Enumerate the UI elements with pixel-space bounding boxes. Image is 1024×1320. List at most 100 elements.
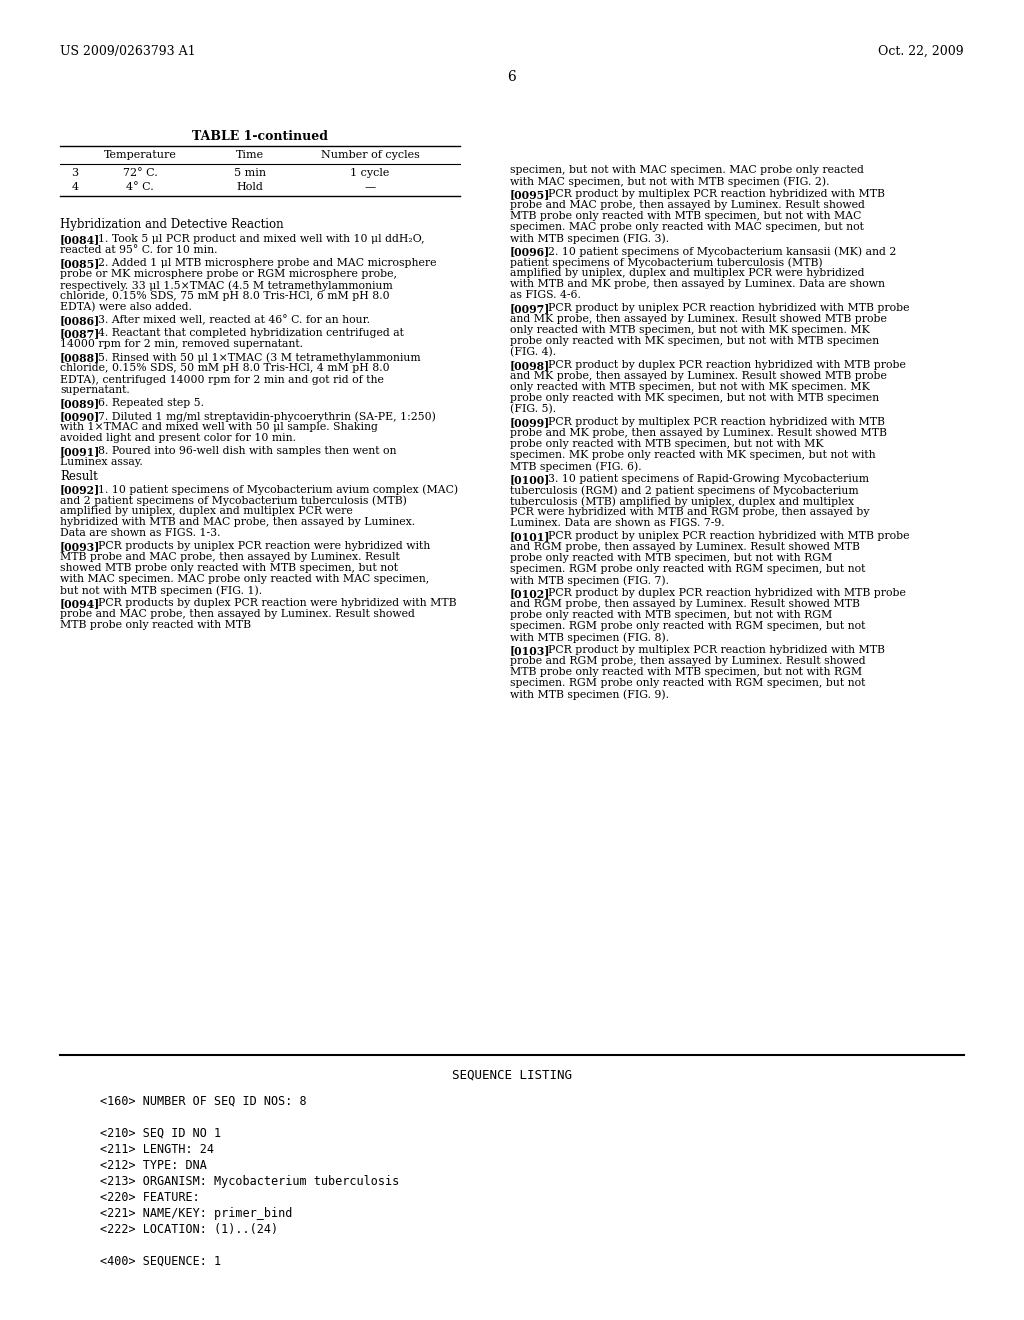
Text: [0096]: [0096] bbox=[510, 246, 550, 257]
Text: PCR product by multiplex PCR reaction hybridized with MTB: PCR product by multiplex PCR reaction hy… bbox=[541, 189, 885, 199]
Text: 4. Reactant that completed hybridization centrifuged at: 4. Reactant that completed hybridization… bbox=[91, 327, 403, 338]
Text: 6. Repeated step 5.: 6. Repeated step 5. bbox=[91, 399, 204, 408]
Text: specimen. RGM probe only reacted with RGM specimen, but not: specimen. RGM probe only reacted with RG… bbox=[510, 620, 865, 631]
Text: probe only reacted with MTB specimen, but not with MK: probe only reacted with MTB specimen, bu… bbox=[510, 440, 823, 449]
Text: probe and MAC probe, then assayed by Luminex. Result showed: probe and MAC probe, then assayed by Lum… bbox=[60, 609, 415, 619]
Text: [0095]: [0095] bbox=[510, 189, 550, 201]
Text: <210> SEQ ID NO 1: <210> SEQ ID NO 1 bbox=[100, 1127, 221, 1140]
Text: Data are shown as FIGS. 1-3.: Data are shown as FIGS. 1-3. bbox=[60, 528, 220, 539]
Text: <221> NAME/KEY: primer_bind: <221> NAME/KEY: primer_bind bbox=[100, 1206, 293, 1220]
Text: 6: 6 bbox=[508, 70, 516, 84]
Text: probe and RGM probe, then assayed by Luminex. Result showed: probe and RGM probe, then assayed by Lum… bbox=[510, 656, 865, 667]
Text: only reacted with MTB specimen, but not with MK specimen. MK: only reacted with MTB specimen, but not … bbox=[510, 325, 869, 335]
Text: specimen. RGM probe only reacted with RGM specimen, but not: specimen. RGM probe only reacted with RG… bbox=[510, 678, 865, 688]
Text: probe only reacted with MK specimen, but not with MTB specimen: probe only reacted with MK specimen, but… bbox=[510, 393, 880, 403]
Text: with MAC specimen, but not with MTB specimen (FIG. 2).: with MAC specimen, but not with MTB spec… bbox=[510, 176, 829, 186]
Text: probe or MK microsphere probe or RGM microsphere probe,: probe or MK microsphere probe or RGM mic… bbox=[60, 269, 397, 279]
Text: only reacted with MTB specimen, but not with MK specimen. MK: only reacted with MTB specimen, but not … bbox=[510, 381, 869, 392]
Text: [0086]: [0086] bbox=[60, 315, 100, 326]
Text: <220> FEATURE:: <220> FEATURE: bbox=[100, 1191, 200, 1204]
Text: MTB specimen (FIG. 6).: MTB specimen (FIG. 6). bbox=[510, 461, 642, 471]
Text: US 2009/0263793 A1: US 2009/0263793 A1 bbox=[60, 45, 196, 58]
Text: Hybridization and Detective Reaction: Hybridization and Detective Reaction bbox=[60, 218, 284, 231]
Text: patient specimens of Mycobacterium tuberculosis (MTB): patient specimens of Mycobacterium tuber… bbox=[510, 257, 822, 268]
Text: probe only reacted with MTB specimen, but not with RGM: probe only reacted with MTB specimen, bu… bbox=[510, 610, 833, 620]
Text: tuberculosis (MTB) amplified by uniplex, duplex and multiplex: tuberculosis (MTB) amplified by uniplex,… bbox=[510, 496, 854, 507]
Text: [0084]: [0084] bbox=[60, 234, 100, 246]
Text: with MTB specimen (FIG. 7).: with MTB specimen (FIG. 7). bbox=[510, 576, 669, 586]
Text: MTB probe and MAC probe, then assayed by Luminex. Result: MTB probe and MAC probe, then assayed by… bbox=[60, 552, 399, 562]
Text: [0102]: [0102] bbox=[510, 587, 550, 599]
Text: reacted at 95° C. for 10 min.: reacted at 95° C. for 10 min. bbox=[60, 246, 217, 255]
Text: [0085]: [0085] bbox=[60, 257, 100, 269]
Text: [0089]: [0089] bbox=[60, 399, 100, 409]
Text: and MK probe, then assayed by Luminex. Result showed MTB probe: and MK probe, then assayed by Luminex. R… bbox=[510, 314, 887, 323]
Text: Temperature: Temperature bbox=[103, 150, 176, 160]
Text: <400> SEQUENCE: 1: <400> SEQUENCE: 1 bbox=[100, 1255, 221, 1269]
Text: MTB probe only reacted with MTB: MTB probe only reacted with MTB bbox=[60, 620, 251, 630]
Text: with MTB specimen (FIG. 3).: with MTB specimen (FIG. 3). bbox=[510, 234, 669, 244]
Text: amplified by uniplex, duplex and multiplex PCR were: amplified by uniplex, duplex and multipl… bbox=[60, 506, 352, 516]
Text: Number of cycles: Number of cycles bbox=[321, 150, 420, 160]
Text: probe and MAC probe, then assayed by Luminex. Result showed: probe and MAC probe, then assayed by Lum… bbox=[510, 201, 865, 210]
Text: (FIG. 4).: (FIG. 4). bbox=[510, 347, 556, 358]
Text: supernatant.: supernatant. bbox=[60, 385, 130, 395]
Text: Oct. 22, 2009: Oct. 22, 2009 bbox=[879, 45, 964, 58]
Text: [0101]: [0101] bbox=[510, 531, 551, 543]
Text: with MAC specimen. MAC probe only reacted with MAC specimen,: with MAC specimen. MAC probe only reacte… bbox=[60, 574, 429, 583]
Text: PCR product by duplex PCR reaction hybridized with MTB probe: PCR product by duplex PCR reaction hybri… bbox=[541, 587, 906, 598]
Text: probe and MK probe, then assayed by Luminex. Result showed MTB: probe and MK probe, then assayed by Lumi… bbox=[510, 428, 887, 438]
Text: Hold: Hold bbox=[237, 182, 263, 191]
Text: amplified by uniplex, duplex and multiplex PCR were hybridized: amplified by uniplex, duplex and multipl… bbox=[510, 268, 864, 279]
Text: 1. Took 5 μl PCR product and mixed well with 10 μl ddH₂O,: 1. Took 5 μl PCR product and mixed well … bbox=[91, 234, 425, 244]
Text: 5 min: 5 min bbox=[233, 168, 266, 178]
Text: with MTB specimen (FIG. 9).: with MTB specimen (FIG. 9). bbox=[510, 689, 669, 700]
Text: [0092]: [0092] bbox=[60, 484, 100, 495]
Text: 14000 rpm for 2 min, removed supernatant.: 14000 rpm for 2 min, removed supernatant… bbox=[60, 339, 303, 348]
Text: chloride, 0.15% SDS, 75 mM pH 8.0 Tris-HCl, 6 mM pH 8.0: chloride, 0.15% SDS, 75 mM pH 8.0 Tris-H… bbox=[60, 290, 389, 301]
Text: (FIG. 5).: (FIG. 5). bbox=[510, 404, 556, 414]
Text: specimen, but not with MAC specimen. MAC probe only reacted: specimen, but not with MAC specimen. MAC… bbox=[510, 165, 864, 176]
Text: PCR product by multiplex PCR reaction hybridized with MTB: PCR product by multiplex PCR reaction hy… bbox=[541, 417, 885, 426]
Text: 1. 10 patient specimens of Mycobacterium avium complex (MAC): 1. 10 patient specimens of Mycobacterium… bbox=[91, 484, 458, 495]
Text: 3. 10 patient specimens of Rapid-Growing Mycobacterium: 3. 10 patient specimens of Rapid-Growing… bbox=[541, 474, 869, 484]
Text: <213> ORGANISM: Mycobacterium tuberculosis: <213> ORGANISM: Mycobacterium tuberculos… bbox=[100, 1175, 399, 1188]
Text: [0097]: [0097] bbox=[510, 304, 550, 314]
Text: PCR were hybridized with MTB and RGM probe, then assayed by: PCR were hybridized with MTB and RGM pro… bbox=[510, 507, 869, 517]
Text: [0098]: [0098] bbox=[510, 360, 550, 371]
Text: 3. After mixed well, reacted at 46° C. for an hour.: 3. After mixed well, reacted at 46° C. f… bbox=[91, 315, 370, 326]
Text: TABLE 1-continued: TABLE 1-continued bbox=[193, 129, 328, 143]
Text: and MK probe, then assayed by Luminex. Result showed MTB probe: and MK probe, then assayed by Luminex. R… bbox=[510, 371, 887, 381]
Text: Luminex. Data are shown as FIGS. 7-9.: Luminex. Data are shown as FIGS. 7-9. bbox=[510, 517, 725, 528]
Text: and RGM probe, then assayed by Luminex. Result showed MTB: and RGM probe, then assayed by Luminex. … bbox=[510, 543, 860, 552]
Text: [0088]: [0088] bbox=[60, 352, 100, 363]
Text: 7. Diluted 1 mg/ml streptavidin-phycoerythrin (SA-PE, 1:250): 7. Diluted 1 mg/ml streptavidin-phycoery… bbox=[91, 411, 436, 421]
Text: with 1×TMAC and mixed well with 50 μl sample. Shaking: with 1×TMAC and mixed well with 50 μl sa… bbox=[60, 422, 378, 432]
Text: probe only reacted with MK specimen, but not with MTB specimen: probe only reacted with MK specimen, but… bbox=[510, 337, 880, 346]
Text: MTB probe only reacted with MTB specimen, but not with RGM: MTB probe only reacted with MTB specimen… bbox=[510, 667, 862, 677]
Text: hybridized with MTB and MAC probe, then assayed by Luminex.: hybridized with MTB and MAC probe, then … bbox=[60, 517, 415, 527]
Text: <160> NUMBER OF SEQ ID NOS: 8: <160> NUMBER OF SEQ ID NOS: 8 bbox=[100, 1096, 306, 1107]
Text: PCR products by duplex PCR reaction were hybridized with MTB: PCR products by duplex PCR reaction were… bbox=[91, 598, 457, 609]
Text: chloride, 0.15% SDS, 50 mM pH 8.0 Tris-HCl, 4 mM pH 8.0: chloride, 0.15% SDS, 50 mM pH 8.0 Tris-H… bbox=[60, 363, 389, 374]
Text: 3: 3 bbox=[72, 168, 79, 178]
Text: 8. Poured into 96-well dish with samples then went on: 8. Poured into 96-well dish with samples… bbox=[91, 446, 396, 455]
Text: <212> TYPE: DNA: <212> TYPE: DNA bbox=[100, 1159, 207, 1172]
Text: with MTB and MK probe, then assayed by Luminex. Data are shown: with MTB and MK probe, then assayed by L… bbox=[510, 279, 885, 289]
Text: Result: Result bbox=[60, 470, 97, 483]
Text: 5. Rinsed with 50 μl 1×TMAC (3 M tetramethylammonium: 5. Rinsed with 50 μl 1×TMAC (3 M tetrame… bbox=[91, 352, 421, 363]
Text: [0100]: [0100] bbox=[510, 474, 550, 484]
Text: as FIGS. 4-6.: as FIGS. 4-6. bbox=[510, 290, 581, 300]
Text: showed MTB probe only reacted with MTB specimen, but not: showed MTB probe only reacted with MTB s… bbox=[60, 564, 398, 573]
Text: [0094]: [0094] bbox=[60, 598, 100, 609]
Text: and 2 patient specimens of Mycobacterium tuberculosis (MTB): and 2 patient specimens of Mycobacterium… bbox=[60, 495, 407, 506]
Text: PCR product by multiplex PCR reaction hybridized with MTB: PCR product by multiplex PCR reaction hy… bbox=[541, 645, 885, 655]
Text: [0087]: [0087] bbox=[60, 327, 100, 339]
Text: MTB probe only reacted with MTB specimen, but not with MAC: MTB probe only reacted with MTB specimen… bbox=[510, 211, 861, 220]
Text: Luminex assay.: Luminex assay. bbox=[60, 457, 142, 467]
Text: PCR product by uniplex PCR reaction hybridized with MTB probe: PCR product by uniplex PCR reaction hybr… bbox=[541, 531, 909, 541]
Text: [0093]: [0093] bbox=[60, 541, 100, 552]
Text: probe only reacted with MTB specimen, but not with RGM: probe only reacted with MTB specimen, bu… bbox=[510, 553, 833, 564]
Text: <222> LOCATION: (1)..(24): <222> LOCATION: (1)..(24) bbox=[100, 1224, 279, 1236]
Text: 72° C.: 72° C. bbox=[123, 168, 158, 178]
